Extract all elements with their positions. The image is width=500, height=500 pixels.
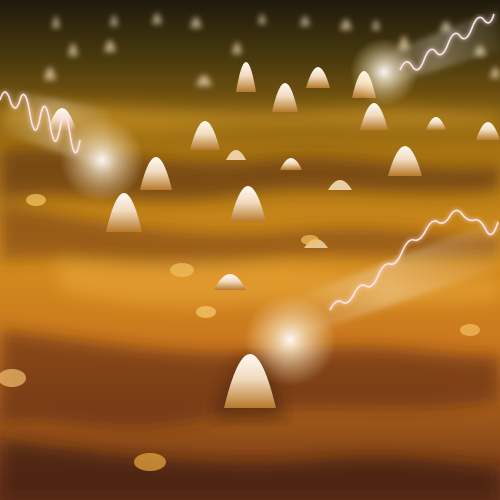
light-waves <box>0 13 499 311</box>
surface-bumps <box>0 194 480 471</box>
far-spikes <box>44 13 500 86</box>
wave-left <box>0 91 81 154</box>
wave-top-right <box>399 13 495 71</box>
foreground-spike <box>214 354 286 420</box>
wave-lower-right <box>329 209 499 311</box>
light-beams <box>0 8 500 340</box>
